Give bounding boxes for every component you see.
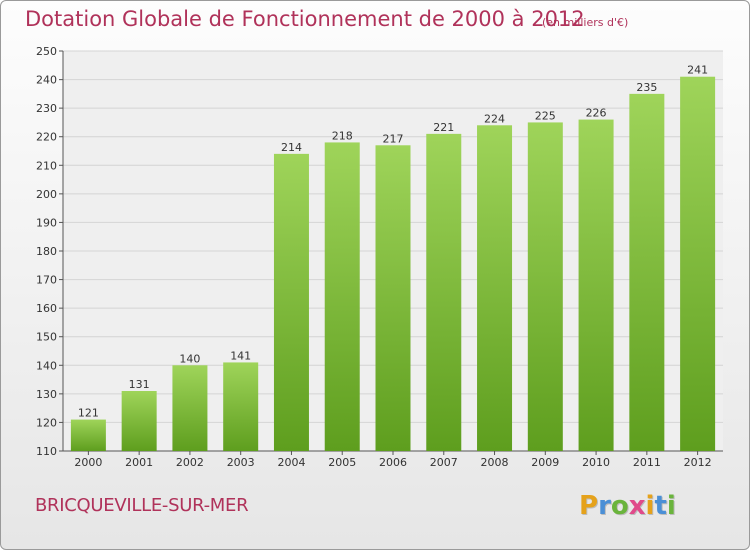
y-tick-label: 190 [36,216,57,229]
y-tick-label: 210 [36,159,57,172]
bar [477,125,513,452]
x-tick-label: 2003 [227,456,255,469]
data-label: 141 [230,349,251,362]
bar [121,391,157,451]
x-tick-label: 2005 [328,456,356,469]
bar [629,93,665,451]
y-tick-label: 180 [36,245,57,258]
x-tick-label: 2007 [430,456,458,469]
bar [172,365,208,451]
data-label: 225 [535,109,556,122]
y-tick-label: 110 [36,445,57,458]
commune-name: BRICQUEVILLE-SUR-MER [35,495,249,516]
x-tick-label: 2009 [531,456,559,469]
labels: 110 120 130 140 150 160 170 180 190 200 210 220 230 2… [36,45,712,469]
x-tick-label: 2001 [125,456,153,469]
bar [578,119,614,452]
chart-title: Dotation Globale de Fonctionnement de 20… [25,7,585,31]
bar [375,145,411,452]
logo-letter: t [654,491,667,521]
y-tick-label: 250 [36,45,57,58]
x-tick-label: 2008 [481,456,509,469]
y-tick-label: 230 [36,102,57,115]
data-label: 121 [78,407,99,420]
data-label: 221 [433,121,454,134]
data-label: 217 [383,132,404,145]
x-tick-label: 2002 [176,456,204,469]
proxiti-logo: Proxiti [579,491,676,521]
y-tick-label: 140 [36,359,57,372]
data-label: 226 [586,107,607,120]
x-tick-label: 2010 [582,456,610,469]
logo-letter: P [579,491,599,521]
y-tick-label: 240 [36,74,57,87]
logo-letter: r [598,491,611,521]
bar [527,122,563,451]
x-tick-label: 2004 [277,456,305,469]
y-tick-label: 120 [36,416,57,429]
unit-note: (en milliers d'€) [542,16,629,29]
bar [223,362,259,451]
logo-letter: x [628,491,646,521]
y-tick-label: 150 [36,331,57,344]
logo-letter: o [610,491,629,521]
bar [324,142,360,451]
y-tick-label: 160 [36,302,57,315]
bar [426,133,462,451]
bar [70,419,106,451]
bar [680,76,716,451]
bar [273,153,309,451]
bars [70,76,716,452]
data-label: 224 [484,112,505,125]
data-label: 241 [687,64,708,77]
y-tick-label: 130 [36,388,57,401]
x-tick-label: 2011 [633,456,661,469]
data-label: 131 [129,378,150,391]
x-tick-label: 2000 [74,456,102,469]
x-tick-label: 2012 [684,456,712,469]
data-label: 218 [332,129,353,142]
data-label: 235 [636,81,657,94]
logo-letter: i [645,491,655,521]
x-tick-label: 2006 [379,456,407,469]
logo-letter: i [666,491,676,521]
y-tick-label: 220 [36,131,57,144]
data-label: 214 [281,141,302,154]
y-tick-label: 200 [36,188,57,201]
data-label: 140 [179,352,200,365]
y-tick-label: 170 [36,274,57,287]
